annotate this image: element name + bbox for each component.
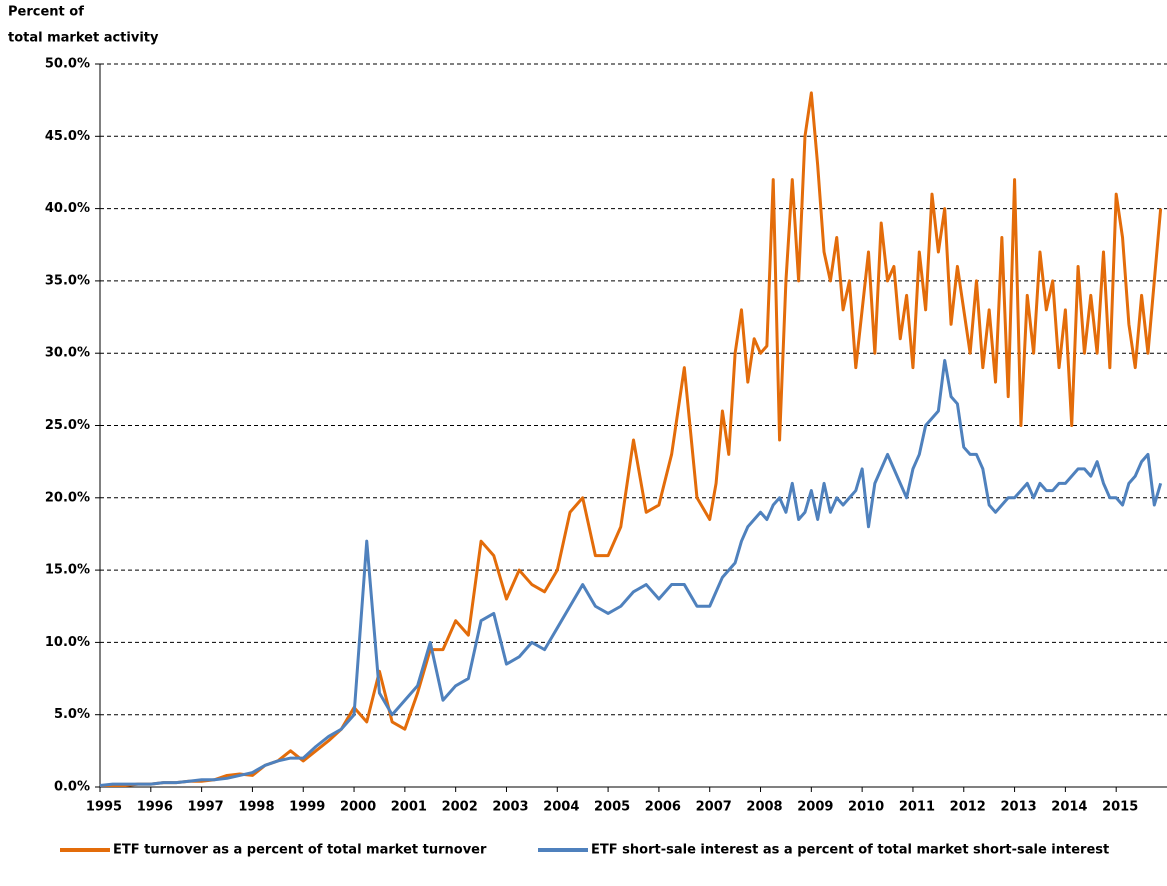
x-tick-label: 1996 [137, 800, 173, 815]
line-series [100, 91, 1163, 788]
legend-label: ETF short-sale interest as a percent of … [591, 843, 1109, 858]
x-tick-label: 2008 [746, 800, 782, 815]
x-tick-label: 2013 [1000, 800, 1036, 815]
x-tick-label: 2002 [442, 800, 478, 815]
x-tick-label: 2004 [543, 800, 579, 815]
x-tick-label: 1997 [188, 800, 224, 815]
y-tick-label: 0.0% [54, 780, 90, 795]
x-tick-label: 2000 [340, 800, 376, 815]
x-tick-label: 2006 [645, 800, 681, 815]
x-tick-label: 2012 [950, 800, 986, 815]
y-tick-label: 40.0% [45, 201, 90, 216]
y-tick-label: 25.0% [45, 418, 90, 433]
x-tick-label: 2001 [391, 800, 427, 815]
y-tick-label: 15.0% [45, 563, 90, 578]
y-tick-label: 30.0% [45, 346, 90, 361]
x-tick-label: 1998 [238, 800, 274, 815]
x-tick-label: 1999 [289, 800, 325, 815]
y-tick-label: 5.0% [54, 707, 90, 722]
y-tick-label: 20.0% [45, 490, 90, 505]
x-tick-label: 2003 [492, 800, 528, 815]
y-tick-label: 45.0% [45, 129, 90, 144]
x-tick-label: 2015 [1102, 800, 1138, 815]
y-axis-title: Percent of [8, 5, 84, 20]
x-tick-label: 1995 [86, 800, 122, 815]
x-tick-label: 2011 [899, 800, 935, 815]
x-tick-label: 2009 [797, 800, 833, 815]
y-tick-label: 35.0% [45, 273, 90, 288]
y-tick-label: 50.0% [45, 57, 90, 72]
line-series [99, 358, 1163, 788]
x-tick-label: 2014 [1051, 800, 1087, 815]
y-tick-label: 10.0% [45, 635, 90, 650]
x-tick-label: 2007 [696, 800, 732, 815]
x-tick-label: 2010 [848, 800, 884, 815]
x-tick-label: 2005 [594, 800, 630, 815]
y-axis-title: total market activity [8, 31, 159, 46]
legend-label: ETF turnover as a percent of total marke… [113, 843, 487, 858]
